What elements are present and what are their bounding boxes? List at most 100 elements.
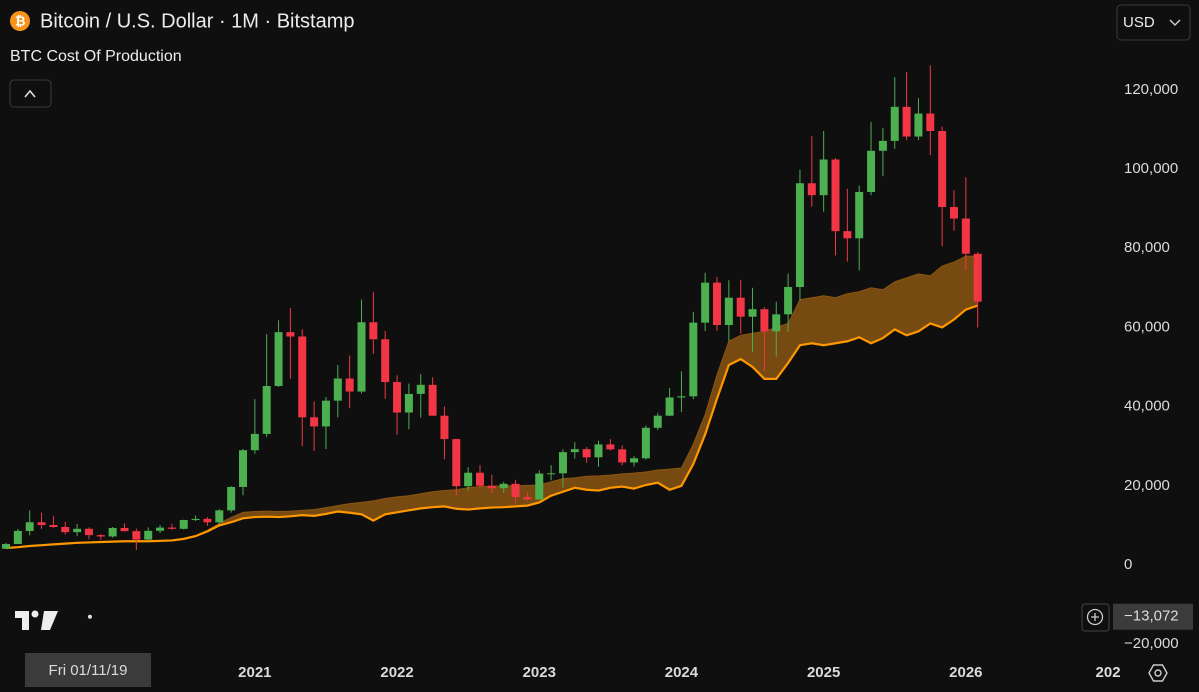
candle-body [464, 472, 473, 487]
bitcoin-icon [10, 11, 30, 31]
candle-body [487, 485, 496, 489]
tradingview-logo [15, 610, 58, 630]
candle-body [61, 526, 70, 533]
currency-button[interactable] [1116, 4, 1191, 41]
candle-body [476, 472, 484, 486]
candle-body [831, 159, 840, 232]
plot-area [2, 65, 982, 550]
candle-body [13, 530, 22, 545]
add-button[interactable] [1086, 608, 1104, 626]
candle-body [144, 530, 153, 540]
candle-body [321, 400, 330, 427]
chevron-icon [24, 89, 36, 98]
candle-body [689, 322, 698, 397]
candle-body [748, 309, 757, 317]
y-tick-label: 120,000 [1124, 81, 1178, 98]
dropdown-icon [1169, 19, 1181, 27]
candle-body [570, 449, 579, 453]
candle-body [440, 415, 449, 440]
y-tick-label: 100,000 [1124, 160, 1178, 177]
crosshair-date-box [25, 653, 151, 687]
candle-body [84, 528, 93, 536]
candle-body [179, 520, 188, 529]
candle-body [511, 483, 520, 498]
settings-icon [1154, 669, 1162, 677]
candle-body [381, 339, 390, 383]
candle-body [416, 384, 425, 394]
candle-body [558, 452, 567, 474]
candle-body [239, 450, 247, 487]
candle-body [393, 382, 402, 413]
candle-body [582, 449, 591, 458]
candle-body [961, 218, 970, 254]
bitcoin-symbol: ₿ [15, 13, 26, 28]
candle-body [203, 518, 212, 523]
candle-body [653, 415, 662, 428]
candle-body [345, 378, 354, 392]
candle-body [926, 113, 935, 131]
candle-body [807, 183, 816, 196]
candle-body [843, 231, 852, 239]
candle-body [535, 473, 544, 500]
settings-button[interactable] [1148, 664, 1168, 682]
candle-body [215, 510, 224, 523]
candle-body [25, 522, 34, 531]
candle-body [713, 282, 721, 326]
y-tick-label: 0 [1124, 556, 1132, 573]
candle-body [594, 444, 603, 458]
candle-body [73, 528, 82, 533]
candle-body [855, 191, 864, 239]
crosshair-date: Fri 01/11/19 [49, 662, 128, 679]
candle-body [523, 497, 532, 500]
candle-body [878, 140, 887, 151]
currency-label: USD [1123, 14, 1155, 31]
plus-icon [1091, 613, 1099, 621]
candle-body [890, 106, 899, 141]
crosshair-point [87, 614, 92, 619]
candle-body [630, 458, 639, 463]
x-tick-label: 2024 [665, 664, 699, 681]
crosshair-price-box [1113, 603, 1193, 630]
logo-part [31, 610, 39, 618]
candle-body [96, 535, 105, 537]
y-tick-label: −20,000 [1124, 635, 1179, 652]
x-tick-label: 2025 [807, 664, 840, 681]
candle-body [167, 527, 176, 529]
candle-body [914, 113, 923, 137]
candle-body [724, 297, 733, 326]
candle-body [784, 287, 793, 315]
settings-icon [1148, 664, 1168, 682]
candle-body [227, 486, 236, 511]
candle-body [298, 336, 307, 418]
x-tick-label: 2022 [380, 664, 413, 681]
cost-band-lower [5, 304, 979, 550]
candle-body [404, 393, 413, 413]
candle-body [191, 518, 200, 521]
candle-body [274, 332, 283, 387]
y-tick-label: 40,000 [1124, 398, 1170, 415]
candle-body [867, 150, 876, 192]
candle-body [973, 253, 982, 302]
x-tick-label: 2021 [238, 664, 271, 681]
candle-body [369, 322, 378, 340]
candle-body [606, 444, 615, 450]
candle-body [677, 396, 686, 398]
candle-body [938, 130, 947, 208]
candle-body [250, 433, 259, 451]
indicator-name: BTC Cost Of Production [10, 48, 182, 65]
logo-part [41, 611, 58, 630]
candle-body [772, 314, 781, 332]
candle-body [357, 322, 366, 392]
candle-body [132, 531, 141, 540]
candle-body [37, 522, 46, 526]
collapse-button[interactable] [9, 79, 52, 108]
chart-title: Bitcoin / U.S. Dollar · 1M · Bitstamp [40, 10, 355, 32]
candle-body [310, 417, 319, 427]
candle-body [49, 525, 58, 527]
candle-body [2, 544, 10, 549]
candle-body [120, 527, 129, 532]
candle-body [452, 439, 461, 487]
